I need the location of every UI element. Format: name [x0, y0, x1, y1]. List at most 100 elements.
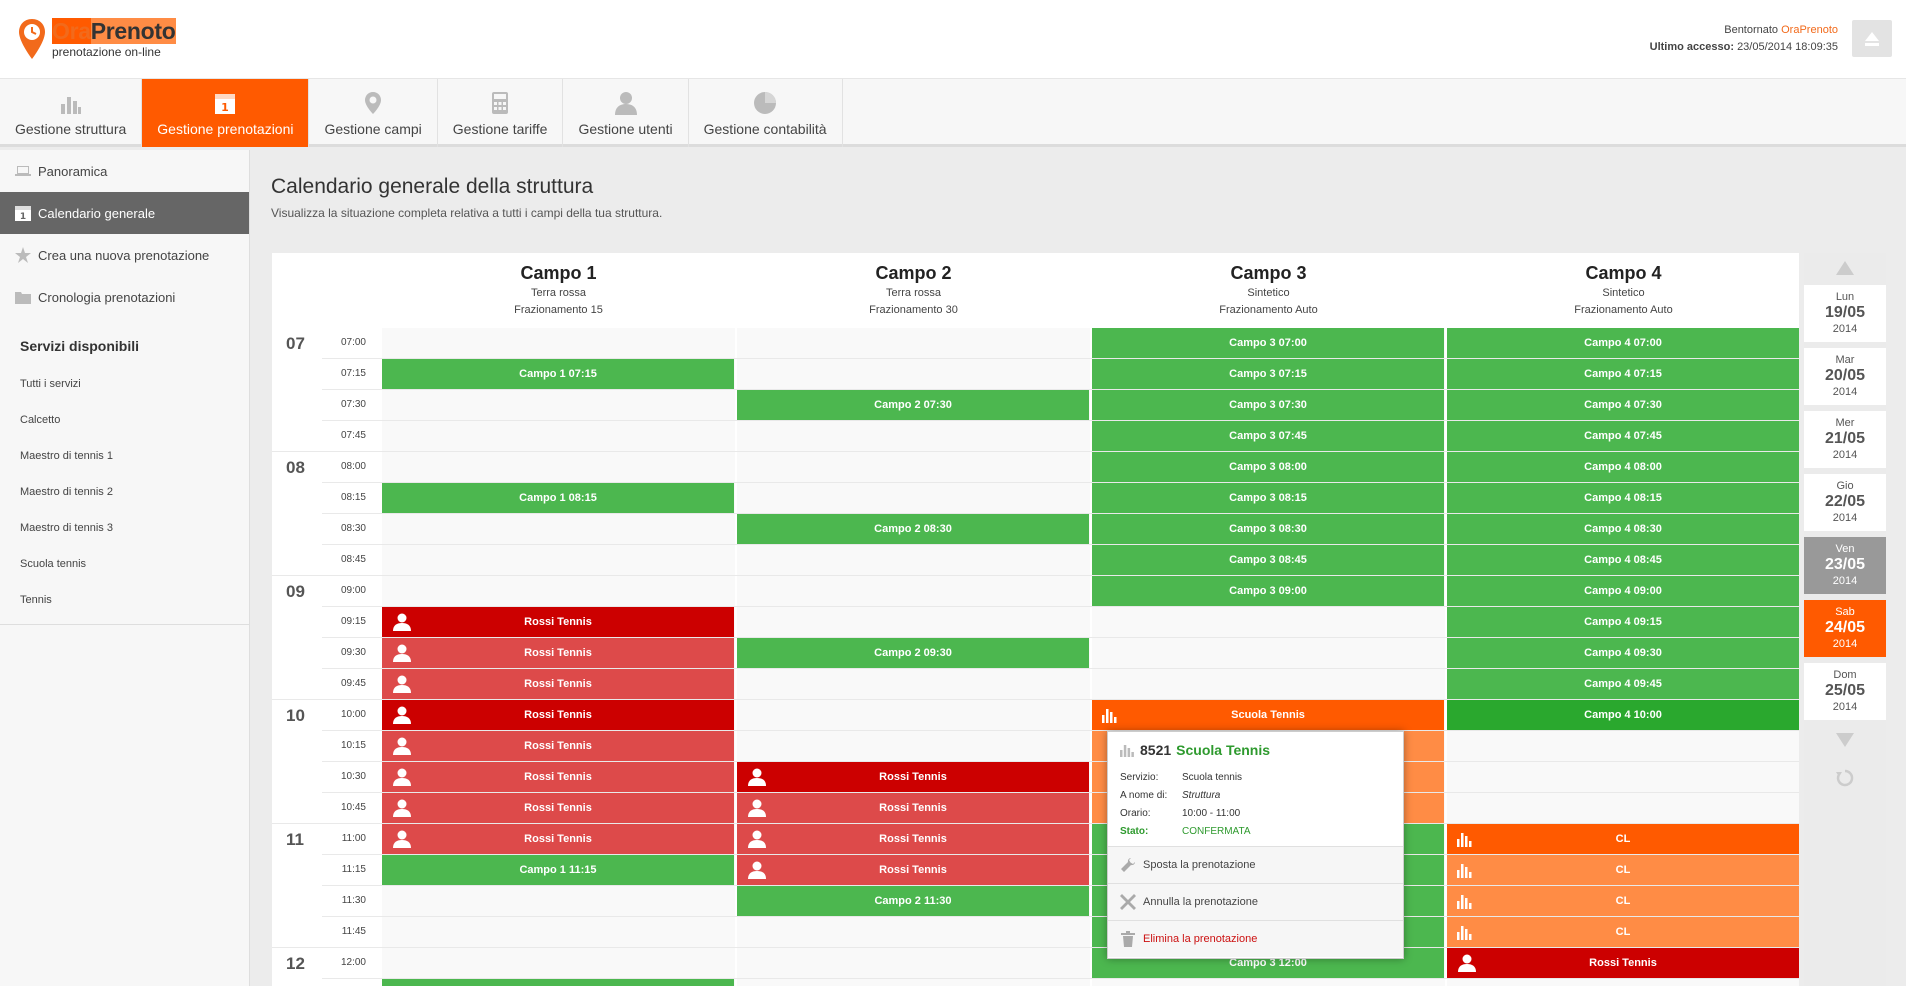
booking-label: Campo 3 08:30	[1229, 523, 1307, 535]
booking-cell[interactable]: Campo 3 08:30	[1092, 514, 1444, 544]
row-divider	[322, 544, 1799, 545]
oraprenoto-logo[interactable]: OraPrenoto prenotazione on-line	[18, 18, 176, 60]
booking-cell[interactable]: Rossi Tennis	[382, 731, 734, 761]
booking-cell[interactable]: Rossi Tennis	[382, 700, 734, 730]
cancel-booking-button[interactable]: Annulla la prenotazione	[1108, 883, 1403, 920]
booking-cell[interactable]: Campo 1 11:15	[382, 855, 734, 885]
booking-cell[interactable]: Campo 4 08:30	[1447, 514, 1799, 544]
booking-cell[interactable]: Campo 4 08:00	[1447, 452, 1799, 482]
day-button-dom[interactable]: Dom 25/05 2014	[1804, 663, 1886, 720]
row-divider	[322, 482, 1799, 483]
wrench-icon	[1121, 858, 1135, 872]
booking-cell[interactable]: Campo 4 08:15	[1447, 483, 1799, 513]
nav-gestione-tariffe[interactable]: Gestione tariffe	[438, 79, 564, 147]
hour-label: 10	[286, 706, 305, 725]
nav-gestione-prenotazioni[interactable]: 1 Gestione prenotazioni	[142, 79, 310, 147]
dates-down-button[interactable]	[1804, 725, 1886, 755]
booking-cell[interactable]: Rossi Tennis	[382, 669, 734, 699]
booking-cell[interactable]: Campo 3 08:15	[1092, 483, 1444, 513]
booking-cell[interactable]: Rossi Tennis	[382, 638, 734, 668]
booking-cell[interactable]: Campo 4 09:15	[1447, 607, 1799, 637]
booking-label: Rossi Tennis	[524, 833, 592, 845]
service-filter-calcetto[interactable]: Calcetto	[20, 414, 61, 426]
service-filter-maestro-2[interactable]: Maestro di tennis 2	[20, 486, 113, 498]
sidebar-item-calendario-generale[interactable]: 1 Calendario generale	[0, 192, 249, 234]
sidebar-item-crea-prenotazione[interactable]: Crea una nuova prenotazione	[0, 234, 249, 276]
booking-cell[interactable]: Campo 3 08:00	[1092, 452, 1444, 482]
booking-cell[interactable]: Campo 2 09:30	[737, 638, 1089, 668]
day-year: 2014	[1832, 638, 1858, 650]
page-title: Calendario generale della struttura	[271, 175, 594, 198]
booking-cell[interactable]: Campo 3 07:15	[1092, 359, 1444, 389]
nav-gestione-campi[interactable]: Gestione campi	[309, 79, 438, 147]
service-filter-scuola-tennis[interactable]: Scuola tennis	[20, 558, 87, 570]
booking-cell[interactable]: Rossi Tennis	[737, 855, 1089, 885]
sidebar-item-cronologia[interactable]: Cronologia prenotazioni	[0, 276, 249, 318]
day-button-mer[interactable]: Mer 21/05 2014	[1804, 411, 1886, 468]
booking-cell[interactable]: Campo 2 11:30	[737, 886, 1089, 916]
booking-cell[interactable]: CL	[1447, 824, 1799, 854]
booking-label: Rossi Tennis	[524, 802, 592, 814]
dates-up-button[interactable]	[1804, 253, 1886, 283]
booking-cell[interactable]: Rossi Tennis	[382, 793, 734, 823]
booking-cell[interactable]: Rossi Tennis	[382, 607, 734, 637]
booking-cell[interactable]: Campo 4 10:00	[1447, 700, 1799, 730]
nav-gestione-utenti[interactable]: Gestione utenti	[563, 79, 689, 147]
time-slot-label: 07:30	[340, 399, 366, 410]
row-divider	[322, 451, 1799, 452]
move-booking-button[interactable]: Sposta la prenotazione	[1108, 846, 1403, 883]
service-filter-tutti[interactable]: Tutti i servizi	[20, 378, 81, 390]
day-button-sab[interactable]: Sab 24/05 2014	[1804, 600, 1886, 657]
booking-cell[interactable]: Campo 3 07:45	[1092, 421, 1444, 451]
service-filter-tennis[interactable]: Tennis	[20, 594, 52, 606]
username-link[interactable]: OraPrenoto	[1781, 24, 1838, 36]
booking-cell[interactable]: Rossi Tennis	[737, 824, 1089, 854]
booking-cell[interactable]: Campo 4 08:45	[1447, 545, 1799, 575]
booking-cell[interactable]: CL	[1447, 855, 1799, 885]
booking-cell[interactable]: CL	[1447, 886, 1799, 916]
sidebar-item-panoramica[interactable]: Panoramica	[0, 150, 249, 192]
nav-gestione-struttura[interactable]: Gestione struttura	[0, 79, 143, 147]
booking-cell[interactable]: Campo 1 07:15	[382, 359, 734, 389]
booking-cell[interactable]: Campo 3 09:00	[1092, 576, 1444, 606]
booking-cell[interactable]: Campo 3 08:45	[1092, 545, 1444, 575]
booking-cell[interactable]: Campo 4 07:45	[1447, 421, 1799, 451]
booking-cell[interactable]: Scuola Tennis	[1092, 700, 1444, 730]
booking-cell[interactable]: Campo 4 07:15	[1447, 359, 1799, 389]
booking-cell[interactable]: CL	[1447, 917, 1799, 947]
booking-cell[interactable]: Campo 1 08:15	[382, 483, 734, 513]
court-split: Frazionamento 30	[869, 304, 958, 316]
map-pin-logo-icon	[19, 19, 45, 59]
booking-cell[interactable]: Rossi Tennis	[382, 824, 734, 854]
day-button-mar[interactable]: Mar 20/05 2014	[1804, 348, 1886, 405]
logout-button[interactable]	[1852, 20, 1892, 57]
booking-cell[interactable]: Rossi Tennis	[1447, 948, 1799, 978]
booking-cell[interactable]: Rossi Tennis	[737, 762, 1089, 792]
refresh-button[interactable]	[1804, 763, 1886, 793]
booking-cell[interactable]: Rossi Tennis	[737, 793, 1089, 823]
bar-chart-icon	[1457, 864, 1472, 878]
day-button-lun[interactable]: Lun 19/05 2014	[1804, 285, 1886, 342]
row-divider	[322, 513, 1799, 514]
booking-cell[interactable]: Campo 2 07:30	[737, 390, 1089, 420]
service-filter-maestro-3[interactable]: Maestro di tennis 3	[20, 522, 113, 534]
delete-booking-button[interactable]: Elimina la prenotazione	[1108, 920, 1403, 957]
day-date: 23/05	[1824, 556, 1866, 573]
day-button-gio[interactable]: Gio 22/05 2014	[1804, 474, 1886, 531]
service-filter-maestro-1[interactable]: Maestro di tennis 1	[20, 450, 113, 462]
nav-gestione-contabilita[interactable]: Gestione contabilità	[689, 79, 843, 147]
booking-cell[interactable]: Campo 4 09:30	[1447, 638, 1799, 668]
booking-cell[interactable]: Rossi Tennis	[382, 762, 734, 792]
booking-cell[interactable]: Campo 4 09:45	[1447, 669, 1799, 699]
booking-cell[interactable]	[382, 979, 734, 986]
booking-label: Rossi Tennis	[1589, 957, 1657, 969]
booking-label: Rossi Tennis	[879, 771, 947, 783]
day-button-ven[interactable]: Ven 23/05 2014	[1804, 537, 1886, 594]
day-name: Mer	[1835, 417, 1855, 429]
booking-cell[interactable]: Campo 4 07:30	[1447, 390, 1799, 420]
booking-cell[interactable]: Campo 3 07:30	[1092, 390, 1444, 420]
booking-cell[interactable]: Campo 2 08:30	[737, 514, 1089, 544]
booking-cell[interactable]: Campo 3 07:00	[1092, 328, 1444, 358]
booking-cell[interactable]: Campo 4 09:00	[1447, 576, 1799, 606]
booking-cell[interactable]: Campo 4 07:00	[1447, 328, 1799, 358]
